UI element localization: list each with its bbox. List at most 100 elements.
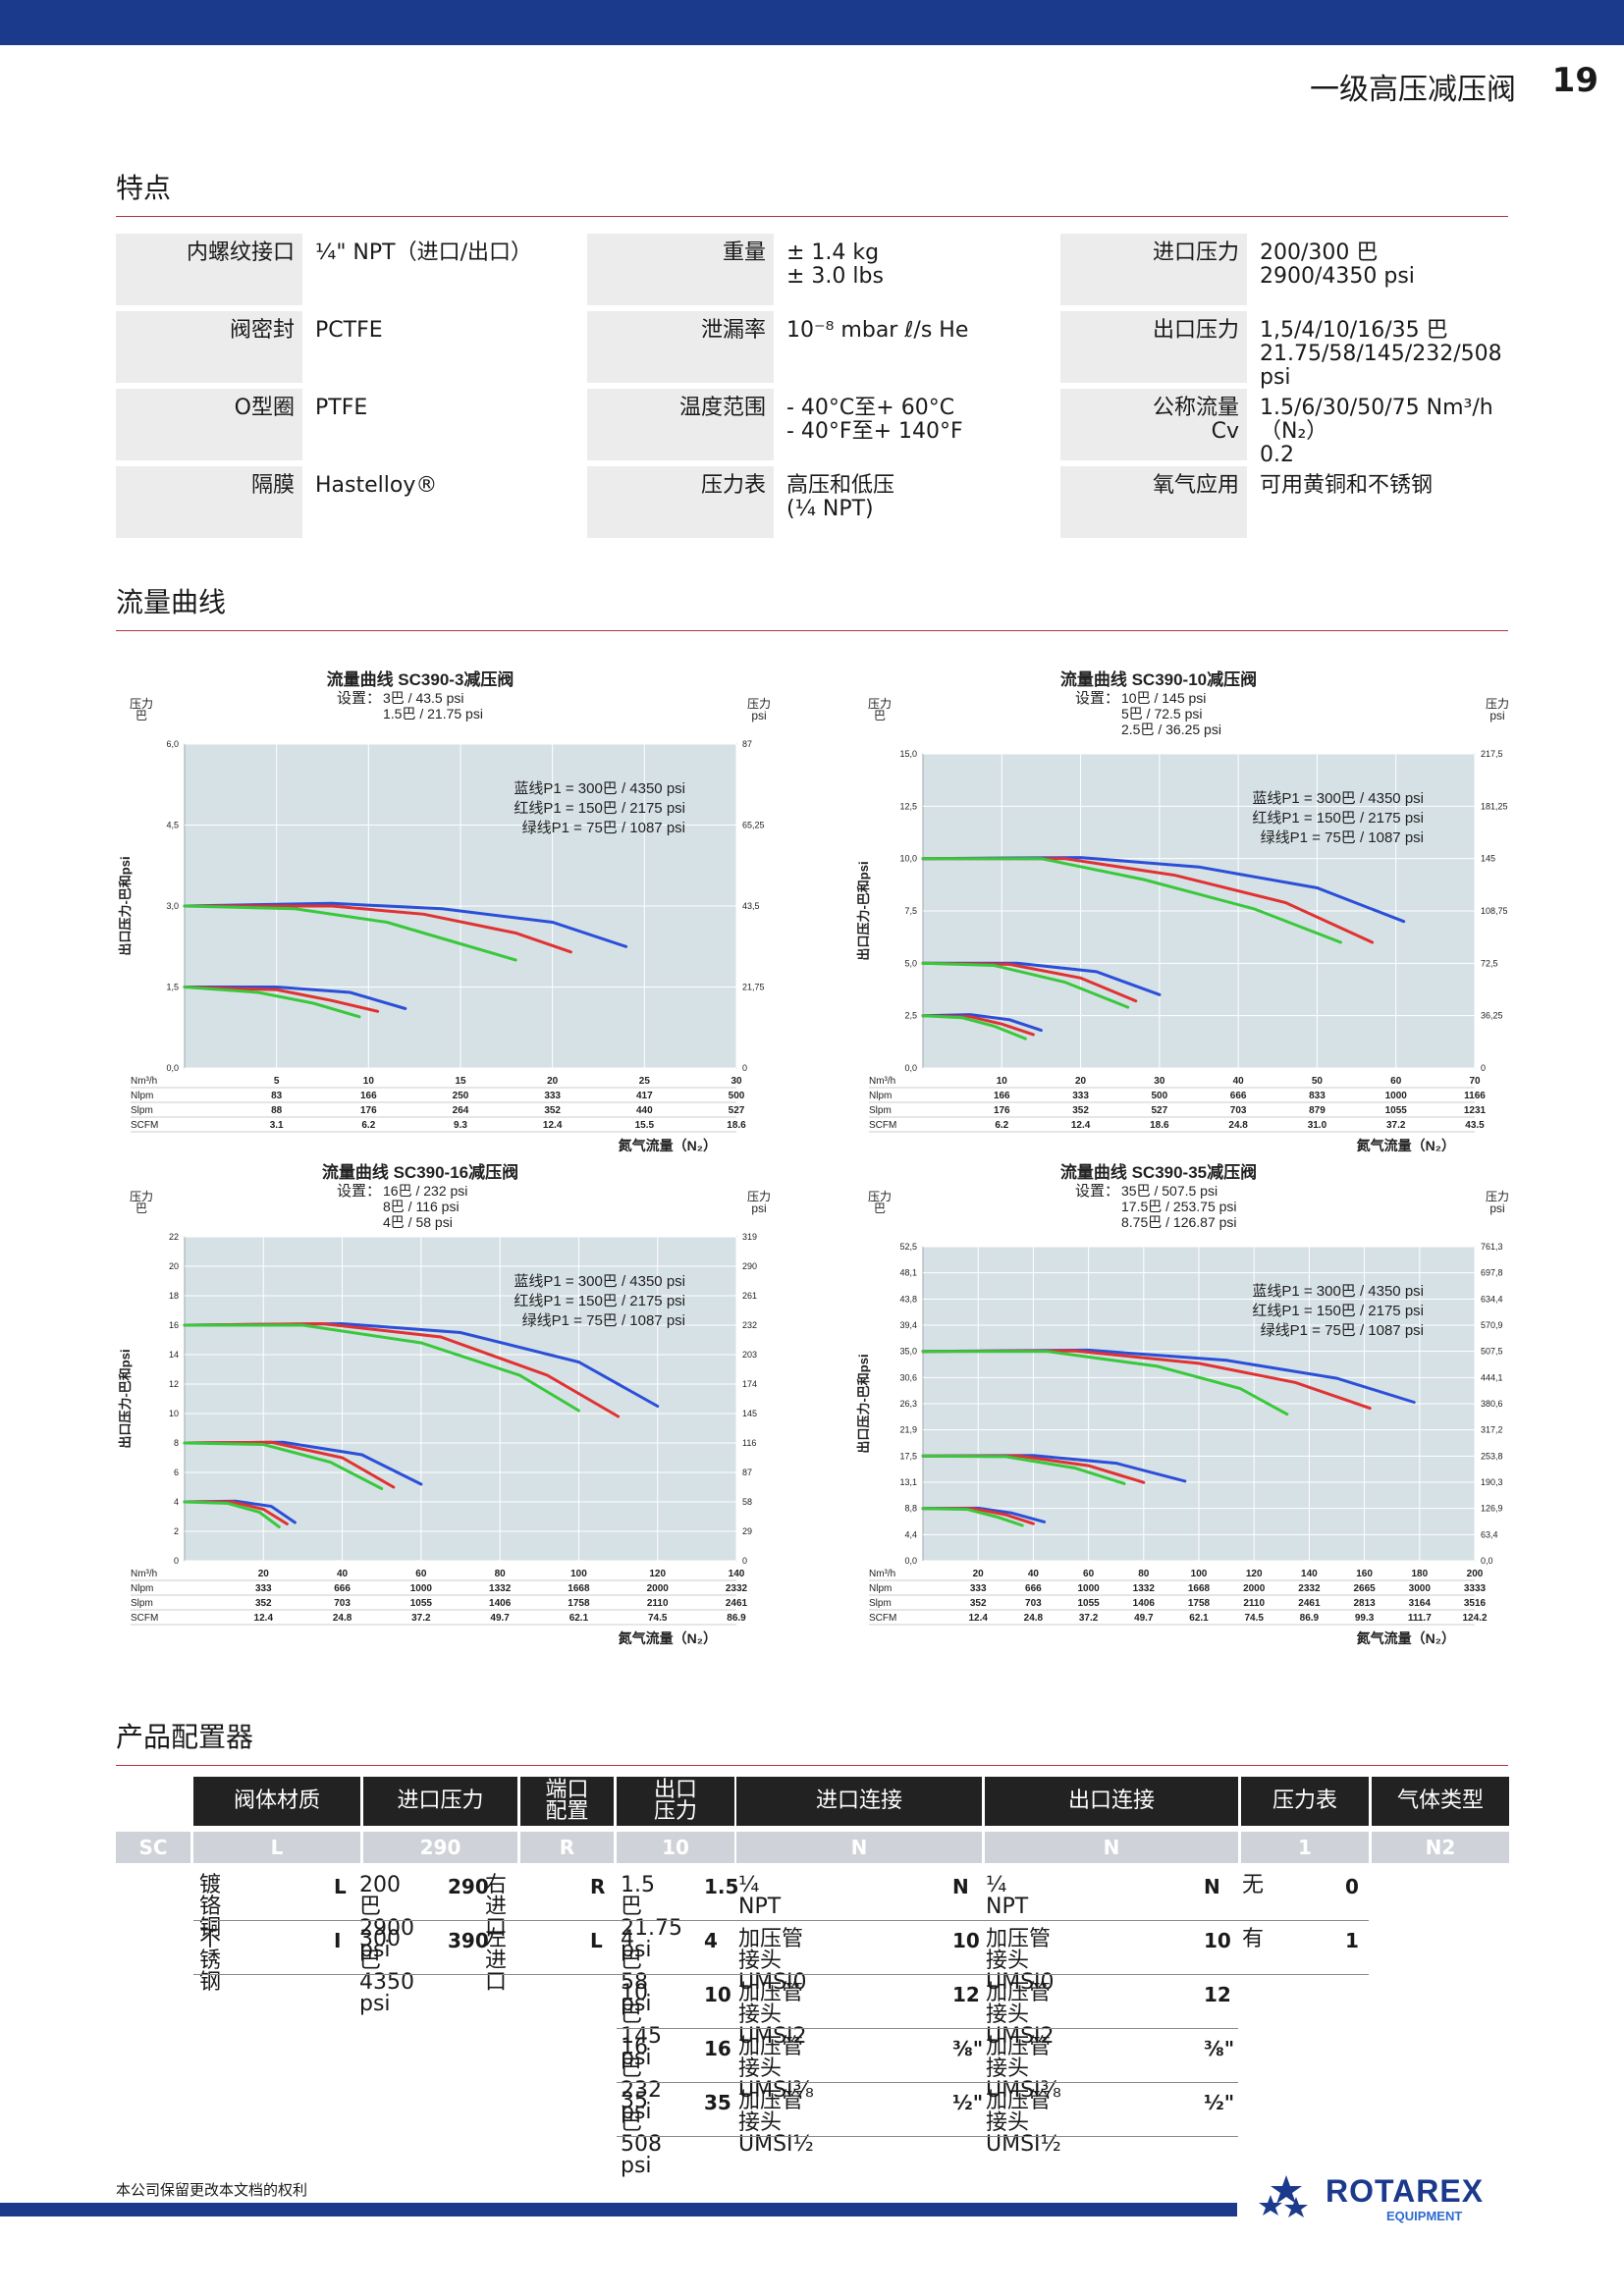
y-tick-right: 181,25 xyxy=(1481,801,1508,811)
x-row-label: Slpm xyxy=(131,1105,153,1116)
option-code: 12 xyxy=(952,1983,980,2006)
y-tick-right: 317,2 xyxy=(1481,1425,1503,1435)
setting-value: 4巴 / 58 psi xyxy=(383,1214,453,1230)
option-code: 390 xyxy=(448,1929,489,1952)
feature-label: 公称流量 Cv xyxy=(1060,389,1247,460)
x-tick: 15.5 xyxy=(635,1120,655,1131)
y-tick-right: 190,3 xyxy=(1481,1477,1503,1487)
option-text: 镀铬铜 xyxy=(199,1873,222,1941)
x-tick: 43.5 xyxy=(1465,1120,1485,1131)
x-tick: 24.8 xyxy=(1024,1613,1044,1624)
option-text: 无 xyxy=(1242,1873,1265,1897)
y-tick-right: 253,8 xyxy=(1481,1451,1503,1461)
y-tick-left: 0 xyxy=(174,1556,179,1566)
x-tick: 12.4 xyxy=(254,1613,274,1624)
series-line xyxy=(183,1323,580,1413)
feature-label: 氧气应用 xyxy=(1060,466,1247,538)
x-tick: 37.2 xyxy=(1386,1120,1406,1131)
feature-value: PCTFE xyxy=(315,318,383,343)
x-tick: 86.9 xyxy=(1300,1613,1320,1624)
option-text: 300 巴 4350 psi xyxy=(359,1927,414,2016)
x-tick: 1000 xyxy=(1077,1583,1100,1594)
x-row-label: Nlpm xyxy=(869,1583,892,1594)
x-tick: 111.7 xyxy=(1408,1613,1432,1624)
y-tick-left: 48,1 xyxy=(899,1268,917,1278)
logo-text: ROTAREX xyxy=(1326,2173,1485,2209)
x-tick: 20 xyxy=(973,1569,985,1579)
feature-label: 出口压力 xyxy=(1060,311,1247,383)
option-code: ⅜" xyxy=(952,2037,984,2060)
x-tick: 3164 xyxy=(1409,1598,1432,1609)
left-axis-unit: 压力 xyxy=(130,697,153,711)
features-rule xyxy=(116,216,1508,217)
config-header: 气体类型 xyxy=(1372,1777,1509,1826)
x-tick: 2813 xyxy=(1353,1598,1376,1609)
y-tick-left: 2 xyxy=(174,1526,179,1536)
legend-entry: 绿线P1 = 75巴 / 1087 psi xyxy=(1261,1322,1424,1339)
option-code: 1.5 xyxy=(704,1875,739,1898)
option-text: 200 巴 2900 psi xyxy=(359,1873,414,1962)
series-line xyxy=(183,1441,384,1490)
option-code: 10 xyxy=(704,1983,731,2006)
y-tick-left: 6 xyxy=(174,1468,179,1477)
x-tick: 703 xyxy=(1025,1598,1042,1609)
x-tick: 12.4 xyxy=(1071,1120,1091,1131)
x-tick: 24.8 xyxy=(1228,1120,1248,1131)
x-tick: 83 xyxy=(271,1091,283,1101)
x-tick: 40 xyxy=(1233,1076,1245,1087)
feature-label: 温度范围 xyxy=(587,389,774,460)
x-tick: 100 xyxy=(570,1569,587,1579)
x-tick: 2665 xyxy=(1353,1583,1376,1594)
config-code: N xyxy=(985,1832,1238,1863)
x-tick: 2000 xyxy=(647,1583,670,1594)
y-tick-right: 319 xyxy=(742,1232,757,1242)
y-tick-left: 26,3 xyxy=(899,1399,917,1409)
x-row-label: SCFM xyxy=(869,1120,896,1131)
y-tick-left: 8,8 xyxy=(904,1504,917,1514)
x-tick: 176 xyxy=(994,1105,1010,1116)
y-tick-right: 0 xyxy=(742,1556,747,1566)
x-tick: 166 xyxy=(360,1091,377,1101)
option-code: 290 xyxy=(448,1875,489,1898)
x-tick: 250 xyxy=(453,1091,469,1101)
option-text: 35 巴 508 psi xyxy=(621,2089,662,2178)
left-axis-unit: 压力 xyxy=(868,1190,892,1203)
page-title: 一级高压减压阀 xyxy=(1310,73,1516,107)
left-axis-unit: 压力 xyxy=(868,697,892,711)
x-tick: 2461 xyxy=(1298,1598,1321,1609)
setting-value: 1.5巴 / 21.75 psi xyxy=(383,706,483,721)
setting-value: 8.75巴 / 126.87 psi xyxy=(1121,1214,1237,1230)
y-tick-left: 20 xyxy=(169,1261,179,1271)
x-tick: 124.2 xyxy=(1462,1613,1487,1624)
x-tick: 25 xyxy=(639,1076,651,1087)
x-tick: 1332 xyxy=(1133,1583,1156,1594)
legend-entry: 蓝线P1 = 300巴 / 4350 psi xyxy=(1252,1283,1424,1300)
x-tick: 120 xyxy=(649,1569,666,1579)
x-tick: 5 xyxy=(274,1076,280,1087)
x-tick: 80 xyxy=(1138,1569,1150,1579)
x-tick: 62.1 xyxy=(1189,1613,1209,1624)
x-tick: 40 xyxy=(1028,1569,1040,1579)
x-tick: 31.0 xyxy=(1308,1120,1327,1131)
feature-row: 阀密封 PCTFE 泄漏率 10⁻⁸ mbar ℓ/s He 出口压力 1,5/4/10/… xyxy=(116,311,1508,390)
config-code: L xyxy=(193,1832,360,1863)
y-tick-right: 174 xyxy=(742,1379,757,1389)
config-code: R xyxy=(520,1832,614,1863)
option-text: 右进口 xyxy=(485,1873,508,1941)
option-code: 35 xyxy=(704,2091,731,2114)
x-tick: 62.1 xyxy=(569,1613,589,1624)
x-tick: 99.3 xyxy=(1355,1613,1375,1624)
y-tick-right: 43,5 xyxy=(742,901,760,911)
right-axis-unit: psi xyxy=(751,709,766,722)
x-tick: 120 xyxy=(1246,1569,1263,1579)
x-tick: 333 xyxy=(1072,1091,1089,1101)
feature-label: 进口压力 xyxy=(1060,234,1247,305)
config-code: 1 xyxy=(1241,1832,1369,1863)
x-tick: 500 xyxy=(729,1091,745,1101)
legend-entry: 蓝线P1 = 300巴 / 4350 psi xyxy=(514,780,685,797)
right-axis-unit: psi xyxy=(751,1201,766,1215)
y-tick-left: 0,0 xyxy=(166,1063,179,1073)
x-tick: 2110 xyxy=(647,1598,669,1609)
x-row-label: Nm³/h xyxy=(869,1076,895,1087)
x-tick: 176 xyxy=(360,1105,377,1116)
